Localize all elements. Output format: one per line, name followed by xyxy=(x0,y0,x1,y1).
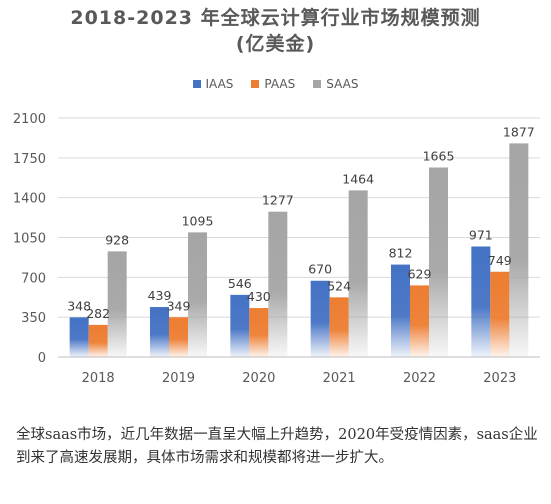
x-tick-label: 2019 xyxy=(162,371,195,386)
bar-saas-2022 xyxy=(429,167,448,357)
y-tick-label: 1750 xyxy=(13,152,46,167)
bar-iaas-2021 xyxy=(310,280,330,357)
bar-saas-2023 xyxy=(509,143,529,357)
data-label: 348 xyxy=(67,298,91,313)
data-label: 1095 xyxy=(182,213,214,228)
data-label: 629 xyxy=(408,266,432,281)
bar-paas-2018 xyxy=(88,324,108,357)
y-tick-label: 0 xyxy=(38,351,46,366)
y-tick-label: 1050 xyxy=(13,232,46,247)
x-tick-label: 2021 xyxy=(323,371,356,386)
x-tick-label: 2022 xyxy=(403,371,436,386)
bar-paas-2020 xyxy=(249,308,269,357)
y-tick-label: 700 xyxy=(21,271,46,286)
bar-iaas-2018 xyxy=(69,317,89,357)
bar-iaas-2020 xyxy=(230,294,250,357)
bar-iaas-2022 xyxy=(391,264,410,357)
data-label: 971 xyxy=(469,227,493,242)
bar-paas-2022 xyxy=(410,285,429,357)
legend-swatch xyxy=(251,80,260,88)
chart-title-unit: (亿美金) xyxy=(235,33,316,55)
grid-lines xyxy=(58,117,540,358)
y-tick-label: 350 xyxy=(21,311,46,326)
y-tick-label: 2100 xyxy=(13,112,46,127)
data-label: 1665 xyxy=(423,149,455,164)
data-label: 546 xyxy=(228,276,252,291)
data-label: 524 xyxy=(327,278,351,293)
y-axis: 0 350 700 1050 1400 1750 2100 xyxy=(13,112,46,366)
bar-saas-2019 xyxy=(188,232,207,357)
data-label: 439 xyxy=(148,288,172,303)
chart-title: 2018-2023 年全球云计算行业市场规模预测 xyxy=(70,7,481,29)
bar-saas-2021 xyxy=(348,190,368,357)
bar-iaas-2023 xyxy=(471,246,491,357)
data-label: 349 xyxy=(167,298,191,313)
data-label: 812 xyxy=(389,246,413,261)
bar-saas-2018 xyxy=(107,251,127,357)
data-label: 1277 xyxy=(262,193,294,208)
data-label: 1464 xyxy=(342,171,374,186)
bar-saas-2020 xyxy=(268,211,288,357)
chart-legend: IAAS PAAS SAAS xyxy=(0,77,551,91)
legend-label: PAAS xyxy=(264,77,296,91)
x-tick-label: 2020 xyxy=(242,371,275,386)
data-label: 1877 xyxy=(503,124,535,139)
x-tick-label: 2018 xyxy=(82,371,115,386)
x-tick-label: 2023 xyxy=(483,371,516,386)
bars xyxy=(69,143,529,357)
legend-item-saas: SAAS xyxy=(313,77,358,91)
legend-item-paas: PAAS xyxy=(251,77,295,91)
data-label: 928 xyxy=(105,232,129,247)
legend-swatch xyxy=(192,80,201,88)
data-label: 430 xyxy=(247,289,271,304)
legend-label: SAAS xyxy=(326,77,359,91)
legend-label: IAAS xyxy=(205,77,234,91)
bar-paas-2023 xyxy=(490,271,510,357)
data-label: 670 xyxy=(308,262,332,277)
bar-paas-2019 xyxy=(169,317,188,357)
bar-iaas-2019 xyxy=(150,307,169,357)
y-tick-label: 1400 xyxy=(13,192,46,207)
data-label: 282 xyxy=(86,306,110,321)
legend-swatch xyxy=(313,80,322,88)
data-label: 749 xyxy=(488,253,512,268)
x-axis: 2018 2019 2020 2021 2022 2023 xyxy=(82,371,517,386)
caption-text: 全球saas市场，近几年数据一直呈大幅上升趋势，2020年受疫情因素，saas企… xyxy=(16,427,538,466)
bar-paas-2021 xyxy=(329,297,349,357)
legend-item-iaas: IAAS xyxy=(192,77,234,91)
